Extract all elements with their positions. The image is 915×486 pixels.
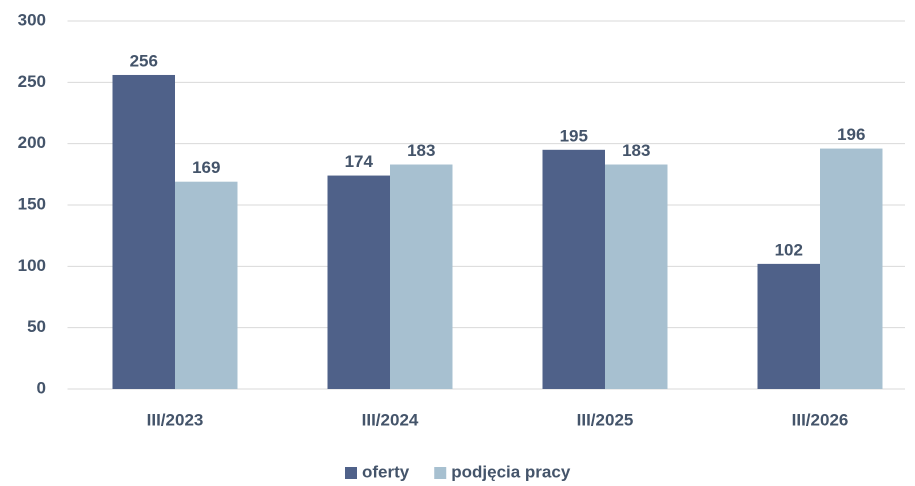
x-tick-label: III/2025	[577, 410, 634, 429]
bar	[820, 148, 883, 389]
x-tick-label: III/2026	[792, 410, 849, 429]
data-label: 183	[407, 141, 435, 160]
y-tick-label: 300	[18, 10, 46, 29]
y-tick-label: 150	[18, 194, 46, 213]
y-tick-label: 0	[37, 378, 46, 397]
data-label: 196	[837, 125, 865, 144]
y-tick-label: 100	[18, 256, 46, 275]
y-tick-label: 50	[27, 317, 46, 336]
bar	[112, 74, 175, 390]
bar	[390, 164, 453, 389]
data-label: 195	[560, 126, 588, 145]
data-label: 183	[622, 141, 650, 160]
bar	[757, 263, 820, 389]
data-label: 256	[130, 51, 158, 70]
x-tick-label: III/2024	[362, 410, 419, 429]
bar	[605, 164, 668, 389]
data-label: 169	[192, 158, 220, 177]
data-label: 174	[345, 152, 374, 171]
legend-swatch	[434, 467, 447, 479]
data-label: 102	[775, 240, 803, 259]
x-tick-label: III/2023	[147, 410, 204, 429]
y-tick-label: 250	[18, 72, 46, 91]
legend-swatch	[345, 467, 357, 479]
bar	[327, 175, 390, 389]
bar	[175, 181, 238, 389]
y-tick-label: 200	[18, 133, 46, 152]
bar	[542, 149, 605, 389]
legend-label: podjęcia pracy	[451, 462, 571, 481]
legend-label: oferty	[362, 462, 410, 481]
